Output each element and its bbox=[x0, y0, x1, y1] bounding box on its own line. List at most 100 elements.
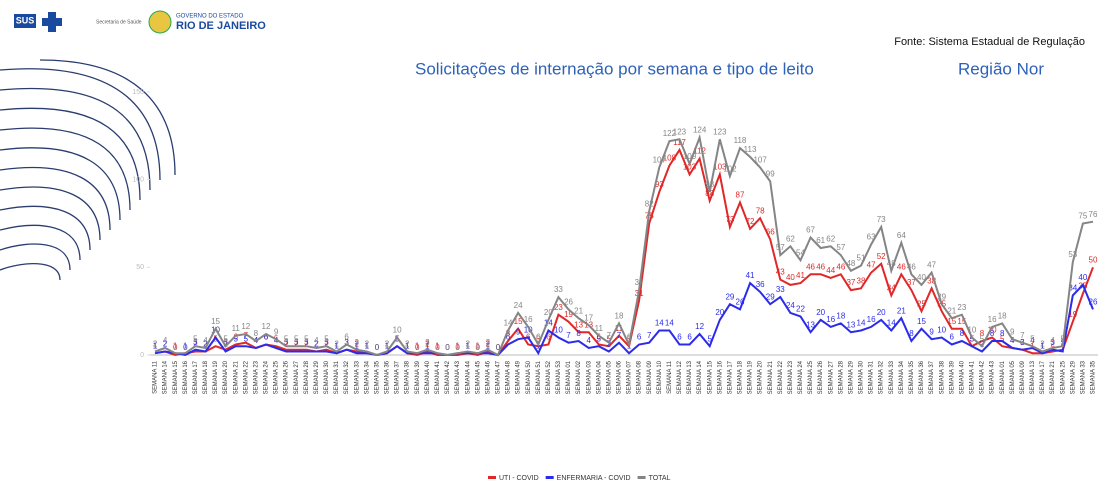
data-label: 3 bbox=[304, 338, 309, 347]
x-tick-label: SEMANA 14 bbox=[163, 360, 169, 394]
x-tick-label: SEMANA 13 bbox=[687, 360, 693, 394]
data-label: 0 bbox=[173, 343, 178, 352]
data-label: 14 bbox=[887, 319, 896, 328]
data-label: 8 bbox=[576, 329, 581, 338]
data-label: 38 bbox=[927, 276, 936, 285]
data-label: 15 bbox=[514, 317, 523, 326]
data-label: 2 bbox=[1050, 340, 1055, 349]
data-label: 2 bbox=[294, 340, 299, 349]
data-label: 38 bbox=[857, 276, 866, 285]
data-label: 5 bbox=[244, 334, 249, 343]
x-tick-label: SEMANA 22 bbox=[778, 360, 784, 394]
x-tick-label: SEMANA 21 bbox=[1050, 360, 1056, 394]
data-label: 122 bbox=[663, 129, 677, 138]
data-label: 2 bbox=[425, 340, 430, 349]
data-label: 47 bbox=[927, 261, 936, 270]
x-tick-label: SEMANA 35 bbox=[909, 360, 915, 394]
data-label: 5 bbox=[223, 334, 228, 343]
x-tick-label: SEMANA 06 bbox=[617, 360, 623, 394]
x-tick-label: SEMANA 50 bbox=[526, 360, 532, 394]
x-tick-label: SEMANA 42 bbox=[980, 360, 986, 394]
data-label: 107 bbox=[753, 156, 767, 165]
x-tick-label: SEMANA 43 bbox=[990, 360, 996, 394]
data-label: 48 bbox=[846, 259, 855, 268]
data-label: 46 bbox=[816, 262, 825, 271]
data-label: 1 bbox=[455, 341, 460, 350]
data-label: 1 bbox=[153, 341, 158, 350]
data-label: 6 bbox=[677, 333, 682, 342]
x-tick-label: SEMANA 05 bbox=[606, 360, 612, 394]
data-label: 108 bbox=[663, 154, 677, 163]
x-tick-label: SEMANA 28 bbox=[838, 360, 844, 394]
data-label: 29 bbox=[766, 292, 775, 301]
data-label: 40 bbox=[786, 273, 795, 282]
data-label: 66 bbox=[766, 227, 775, 236]
data-label: 23 bbox=[554, 303, 563, 312]
data-label: 62 bbox=[826, 234, 835, 243]
data-label: 1 bbox=[183, 341, 188, 350]
data-label: 2 bbox=[385, 340, 390, 349]
data-label: 118 bbox=[734, 136, 747, 145]
data-label: 4 bbox=[1030, 336, 1035, 345]
data-label: 14 bbox=[857, 319, 866, 328]
x-tick-label: SEMANA 32 bbox=[344, 360, 350, 394]
x-tick-label: SEMANA 21 bbox=[768, 360, 774, 394]
data-label: 0 bbox=[445, 343, 450, 352]
data-label: 93 bbox=[705, 180, 714, 189]
x-tick-label: SEMANA 11 bbox=[153, 360, 159, 394]
data-label: 5 bbox=[707, 334, 712, 343]
data-label: 20 bbox=[816, 308, 825, 317]
data-label: 1 bbox=[425, 341, 430, 350]
data-label: 2 bbox=[355, 340, 360, 349]
x-tick-label: SEMANA 07 bbox=[627, 360, 633, 394]
x-tick-label: SEMANA 47 bbox=[496, 360, 502, 394]
data-label: 112 bbox=[693, 147, 706, 156]
data-label: 46 bbox=[806, 262, 815, 271]
x-tick-label: SEMANA 52 bbox=[546, 360, 552, 394]
data-label: 1 bbox=[465, 341, 470, 350]
data-label: 1 bbox=[465, 341, 470, 350]
data-label: 6 bbox=[536, 333, 541, 342]
data-label: 20 bbox=[877, 308, 886, 317]
data-label: 0 bbox=[496, 343, 501, 352]
data-label: 1 bbox=[415, 341, 420, 350]
data-label: 3 bbox=[355, 338, 360, 347]
x-tick-label: SEMANA 02 bbox=[576, 360, 582, 394]
x-tick-label: SEMANA 40 bbox=[959, 360, 965, 394]
x-tick-label: SEMANA 53 bbox=[556, 360, 562, 394]
data-label: 9 bbox=[929, 327, 934, 336]
data-label: 5 bbox=[294, 334, 299, 343]
data-label: 1 bbox=[334, 341, 339, 350]
data-label: 0 bbox=[435, 343, 440, 352]
data-label: 5 bbox=[233, 334, 238, 343]
data-label: 8 bbox=[506, 329, 511, 338]
data-label: 40 bbox=[917, 273, 926, 282]
data-label: 34 bbox=[887, 283, 896, 292]
x-tick-label: SEMANA 20 bbox=[758, 360, 764, 394]
data-label: 2 bbox=[223, 340, 228, 349]
governo: GOVERNO DO ESTADO bbox=[176, 14, 244, 20]
data-label: 1 bbox=[153, 341, 158, 350]
data-label: 7 bbox=[607, 331, 612, 340]
data-label: 37 bbox=[846, 278, 855, 287]
x-tick-label: SEMANA 17 bbox=[193, 360, 199, 394]
x-tick-label: SEMANA 33 bbox=[354, 360, 360, 394]
data-label: 14 bbox=[504, 319, 513, 328]
data-label: 2 bbox=[324, 340, 329, 349]
data-label: 24 bbox=[514, 301, 523, 310]
chart-title: Solicitações de internação por semana e … bbox=[415, 59, 814, 78]
x-tick-label: SEMANA 03 bbox=[586, 360, 592, 394]
data-label: 2 bbox=[465, 340, 470, 349]
data-label: 10 bbox=[988, 326, 997, 335]
data-label: 14 bbox=[544, 319, 553, 328]
x-tick-label: SEMANA 43 bbox=[455, 360, 461, 394]
x-tick-label: SEMANA 40 bbox=[425, 360, 431, 394]
data-label: 3 bbox=[1050, 338, 1055, 347]
data-label: 76 bbox=[1089, 210, 1098, 219]
data-label: 1 bbox=[405, 341, 410, 350]
x-tick-label: SEMANA 30 bbox=[859, 360, 865, 394]
data-label: 15 bbox=[211, 317, 220, 326]
data-label: 93 bbox=[655, 180, 664, 189]
data-label: 10 bbox=[393, 326, 402, 335]
data-label: 78 bbox=[756, 206, 765, 215]
